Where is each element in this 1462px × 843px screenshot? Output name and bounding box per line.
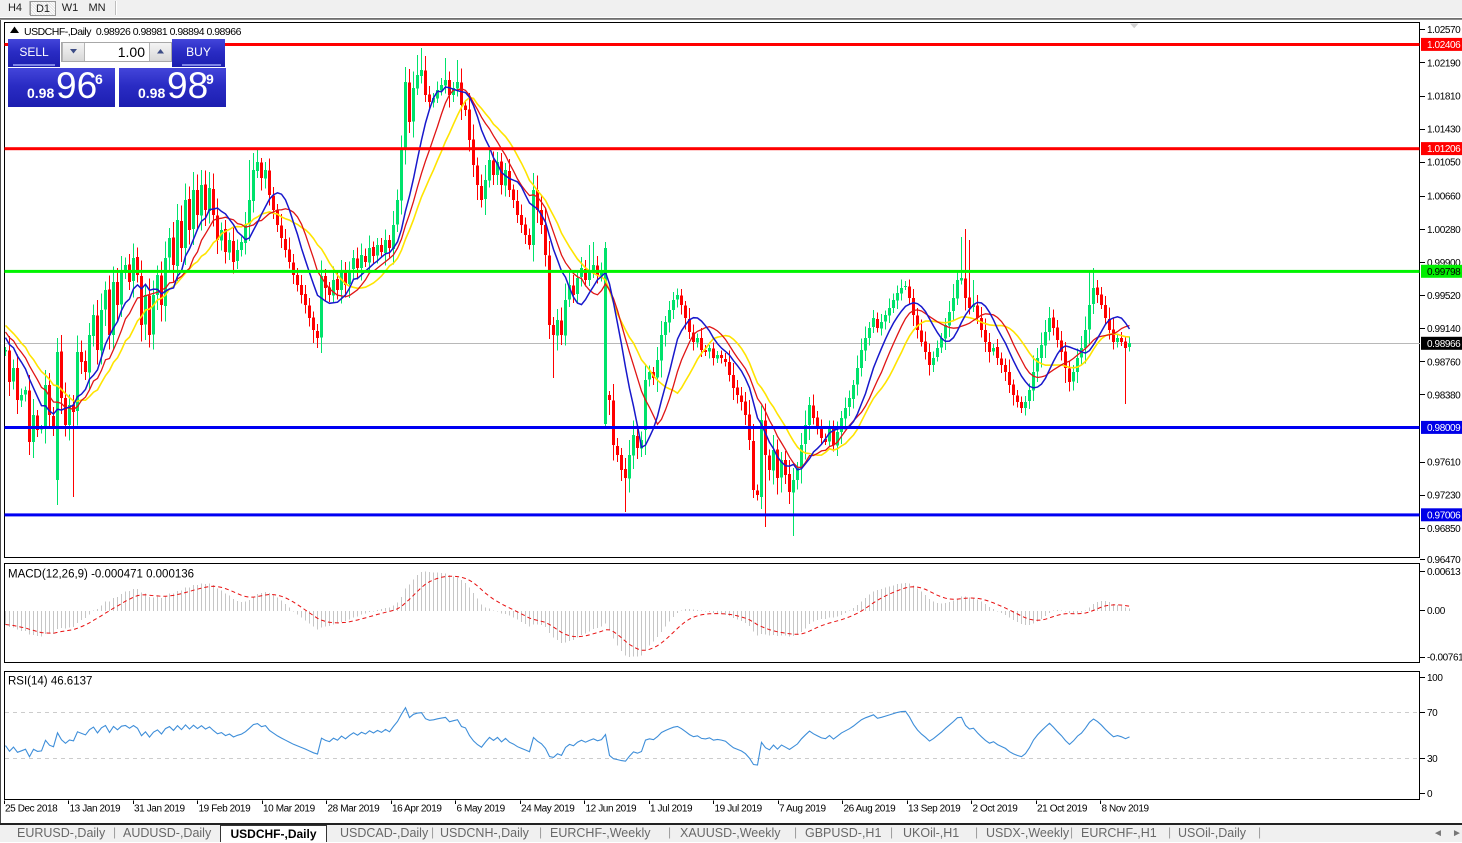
svg-text:10 Mar 2019: 10 Mar 2019 [263, 804, 316, 815]
svg-text:1.01050: 1.01050 [1427, 158, 1461, 169]
svg-text:USDCHF-,Daily 0.98926 0.98981: USDCHF-,Daily 0.98926 0.98981 0.98894 0.… [24, 26, 242, 38]
svg-text:0.99900: 0.99900 [1427, 258, 1461, 269]
svg-text:RSI(14) 46.6137: RSI(14) 46.6137 [8, 676, 92, 688]
svg-text:30: 30 [1427, 754, 1438, 765]
svg-text:0.98009: 0.98009 [1427, 423, 1461, 434]
svg-text:0.97610: 0.97610 [1427, 458, 1461, 469]
svg-text:0.00613: 0.00613 [1427, 567, 1461, 578]
svg-text:21 Oct 2019: 21 Oct 2019 [1037, 804, 1088, 815]
svg-text:24 May 2019: 24 May 2019 [521, 804, 575, 815]
svg-text:0.98966: 0.98966 [1427, 339, 1461, 350]
svg-text:0.98380: 0.98380 [1427, 390, 1461, 401]
svg-text:13 Jan 2019: 13 Jan 2019 [70, 804, 121, 815]
svg-text:100: 100 [1427, 673, 1443, 684]
svg-text:8 Nov 2019: 8 Nov 2019 [1102, 804, 1150, 815]
svg-text:1.01206: 1.01206 [1427, 144, 1461, 155]
svg-text:0.98760: 0.98760 [1427, 357, 1461, 368]
svg-text:1.00280: 1.00280 [1427, 225, 1461, 236]
svg-text:28 Mar 2019: 28 Mar 2019 [328, 804, 381, 815]
svg-text:16 Apr 2019: 16 Apr 2019 [392, 804, 442, 815]
svg-text:1.00660: 1.00660 [1427, 192, 1461, 203]
svg-text:0.97230: 0.97230 [1427, 491, 1461, 502]
svg-text:1 Jul 2019: 1 Jul 2019 [650, 804, 693, 815]
svg-text:0.96470: 0.96470 [1427, 555, 1461, 566]
svg-text:26 Aug 2019: 26 Aug 2019 [844, 804, 897, 815]
svg-text:25 Dec 2018: 25 Dec 2018 [5, 804, 58, 815]
svg-text:1.01430: 1.01430 [1427, 125, 1461, 136]
svg-text:0.96850: 0.96850 [1427, 524, 1461, 535]
svg-text:1.02406: 1.02406 [1427, 40, 1461, 51]
svg-text:12 Jun 2019: 12 Jun 2019 [586, 804, 637, 815]
svg-text:0.99520: 0.99520 [1427, 291, 1461, 302]
svg-text:70: 70 [1427, 708, 1438, 719]
svg-text:2 Oct 2019: 2 Oct 2019 [973, 804, 1019, 815]
svg-text:7 Aug 2019: 7 Aug 2019 [779, 804, 826, 815]
svg-text:MACD(12,26,9) -0.000471 0.0001: MACD(12,26,9) -0.000471 0.000136 [8, 569, 194, 581]
svg-text:19 Feb 2019: 19 Feb 2019 [199, 804, 252, 815]
svg-text:1.02190: 1.02190 [1427, 58, 1461, 69]
svg-text:0: 0 [1427, 789, 1433, 800]
svg-text:6 May 2019: 6 May 2019 [457, 804, 506, 815]
svg-text:1.02570: 1.02570 [1427, 25, 1461, 36]
svg-text:0.00: 0.00 [1427, 606, 1446, 617]
svg-text:19 Jul 2019: 19 Jul 2019 [715, 804, 763, 815]
svg-text:1.01810: 1.01810 [1427, 92, 1461, 103]
svg-text:31 Jan 2019: 31 Jan 2019 [134, 804, 185, 815]
svg-text:0.99140: 0.99140 [1427, 324, 1461, 335]
svg-text:0.99798: 0.99798 [1427, 267, 1461, 278]
svg-text:0.97006: 0.97006 [1427, 510, 1461, 521]
svg-text:13 Sep 2019: 13 Sep 2019 [908, 804, 961, 815]
svg-text:-0.007612: -0.007612 [1427, 653, 1462, 664]
